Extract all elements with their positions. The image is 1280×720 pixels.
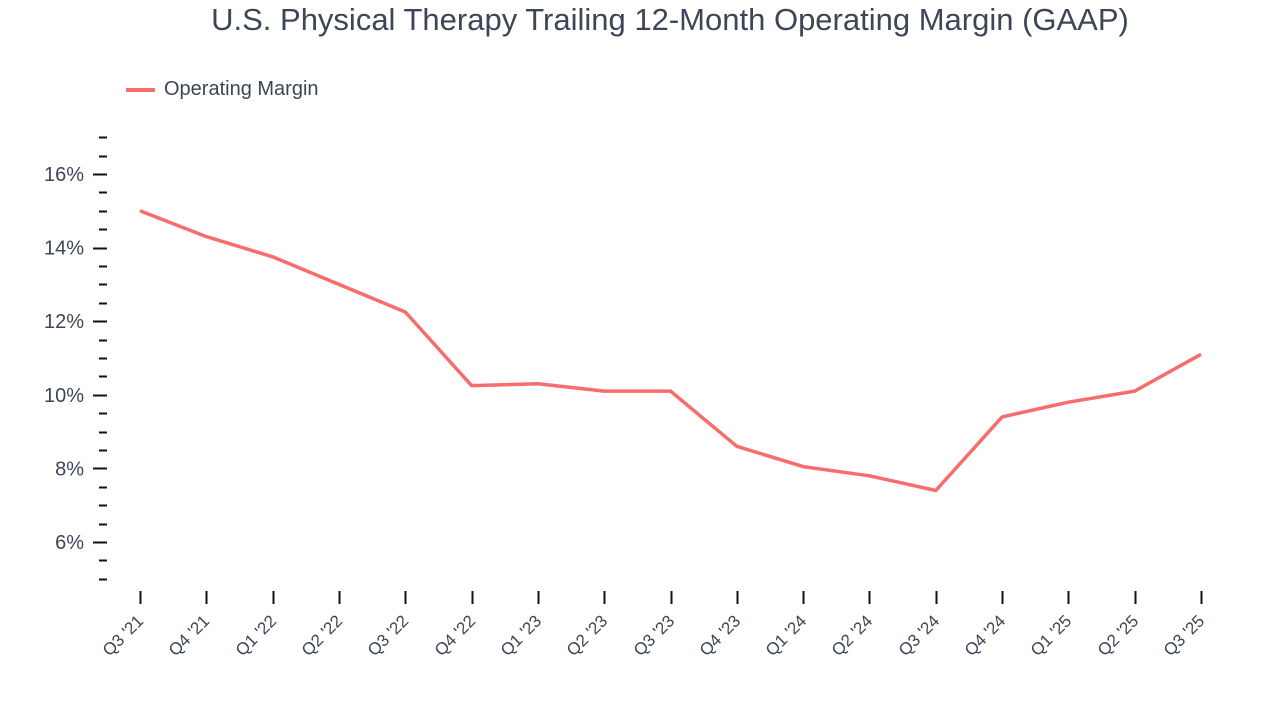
x-tick-label: Q3 '23	[630, 611, 678, 659]
x-axis: Q3 '21 Q4 '21 Q1 '22 Q2 '22 Q3 '22 Q4 '22 Q1 '…	[99, 591, 1208, 660]
x-tick-label: Q2 '23	[563, 611, 611, 659]
y-axis: 6% 8% 10% 12% 14% 16%	[44, 136, 107, 581]
x-tick-label: Q3 '25	[1160, 611, 1208, 659]
x-tick-label: Q3 '24	[895, 611, 943, 659]
x-tick-label: Q4 '23	[696, 611, 744, 659]
x-tick-label: Q4 '22	[431, 611, 479, 659]
y-tick-label: 6%	[55, 532, 84, 554]
x-tick-label: Q1 '24	[762, 611, 810, 659]
chart-title: U.S. Physical Therapy Trailing 12-Month …	[211, 2, 1129, 37]
x-tick-label: Q4 '24	[961, 611, 1009, 659]
x-tick-label: Q1 '23	[497, 611, 545, 659]
x-tick-label: Q2 '25	[1094, 611, 1142, 659]
y-tick-label: 8%	[55, 458, 84, 480]
y-tick-label: 16%	[44, 164, 84, 186]
x-tick-label: Q1 '22	[232, 611, 280, 659]
y-tick-label: 14%	[44, 238, 84, 260]
series-operating-margin	[139, 209, 1202, 493]
x-tick-label: Q1 '25	[1027, 611, 1075, 659]
x-tick-label: Q2 '22	[298, 611, 346, 659]
y-tick-label: 12%	[44, 311, 84, 333]
operating-margin-line	[139, 209, 1202, 493]
x-tick-label: Q3 '22	[364, 611, 412, 659]
legend-swatch-operating-margin	[126, 87, 155, 92]
x-tick-label: Q2 '24	[828, 611, 876, 659]
x-tick-label: Q3 '21	[99, 611, 147, 659]
legend: Operating Margin	[126, 78, 319, 101]
legend-label-operating-margin: Operating Margin	[164, 78, 319, 100]
y-tick-label: 10%	[44, 385, 84, 407]
x-tick-label: Q4 '21	[165, 611, 213, 659]
